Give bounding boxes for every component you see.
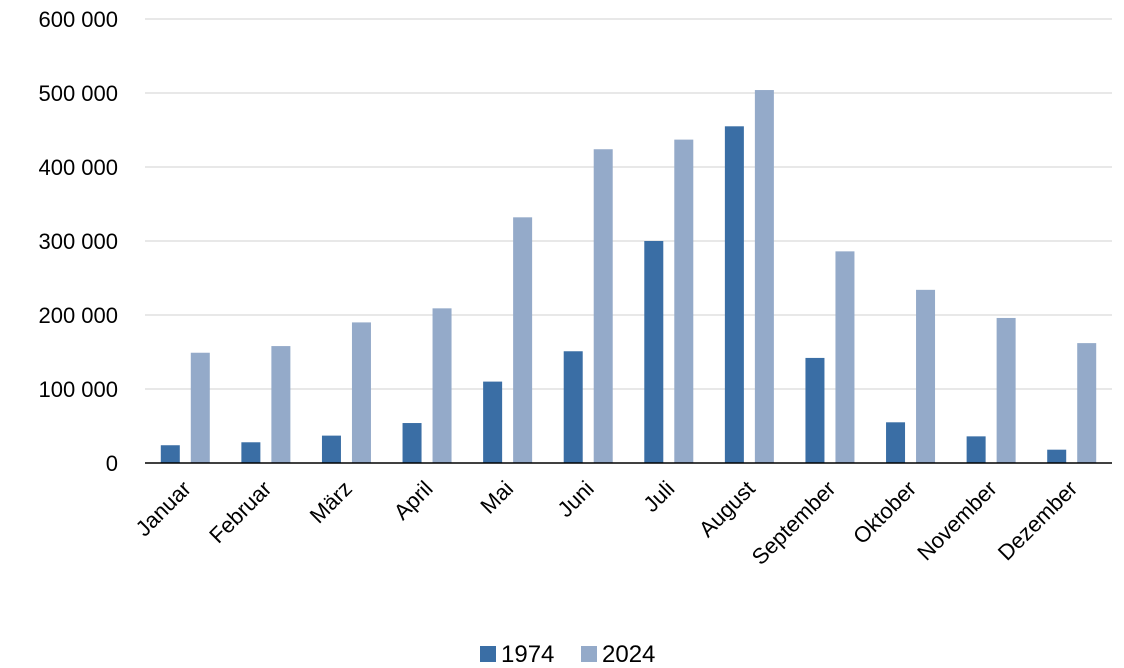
y-tick-label: 100 000: [38, 377, 118, 402]
x-tick-label: März: [305, 476, 357, 528]
bar-2024-märz: [351, 322, 371, 463]
bar-1974-april: [402, 423, 422, 463]
bar-1974-oktober: [886, 422, 906, 463]
y-axis-tick-labels: 0 100 000 200 000 300 000 400 000 500 000 600 …: [38, 7, 118, 476]
x-tick-label: Mai: [475, 476, 518, 519]
bar-2024-oktober: [916, 289, 936, 463]
y-tick-label: 300 000: [38, 229, 118, 254]
gridlines: [145, 18, 1112, 390]
x-tick-label: Oktober: [848, 476, 921, 549]
bar-1974-november: [966, 436, 986, 463]
bar-1974-dezember: [1047, 449, 1067, 463]
bar-1974-juni: [563, 351, 583, 463]
x-tick-label: Dezember: [993, 476, 1082, 565]
bar-2024-september: [835, 251, 855, 463]
bar-1974-august: [724, 126, 744, 464]
x-tick-label: August: [694, 476, 760, 542]
bar-1974-märz: [321, 435, 341, 463]
bar-2024-november: [996, 317, 1016, 463]
bars: [160, 90, 1097, 464]
legend-label: 1974: [501, 641, 554, 668]
legend-swatch-2024: [581, 646, 597, 662]
x-tick-label: November: [912, 476, 1001, 565]
bar-2024-august: [754, 90, 774, 463]
bar-1974-juli: [644, 241, 664, 463]
x-tick-label: Juni: [553, 476, 599, 522]
y-tick-label: 600 000: [38, 7, 118, 32]
bar-2024-dezember: [1077, 343, 1097, 463]
x-tick-label: Januar: [131, 476, 196, 541]
bar-2024-februar: [271, 346, 291, 463]
legend: 1974 2024: [480, 641, 655, 668]
y-tick-label: 500 000: [38, 81, 118, 106]
bar-2024-mai: [513, 217, 533, 463]
x-axis-tick-labels: Januar Februar März April Mai Juni Juli AugustS…: [131, 476, 1083, 570]
bar-2024-juli: [674, 139, 694, 463]
bar-2024-april: [432, 308, 452, 463]
y-tick-label: 400 000: [38, 155, 118, 180]
bar-1974-februar: [241, 442, 261, 463]
x-tick-label: April: [389, 476, 438, 525]
x-tick-label: Juli: [638, 476, 679, 517]
bar-1974-september: [805, 357, 825, 463]
legend-swatch-1974: [480, 646, 496, 662]
bar-1974-mai: [483, 381, 503, 463]
bar-2024-juni: [593, 149, 613, 464]
bar-1974-januar: [160, 445, 180, 463]
x-tick-label: Februar: [204, 476, 276, 548]
y-tick-label: 0: [106, 451, 118, 476]
x-tick-label: September: [747, 476, 841, 570]
y-tick-label: 200 000: [38, 303, 118, 328]
bar-2024-januar: [190, 352, 210, 463]
legend-label: 2024: [602, 641, 655, 668]
